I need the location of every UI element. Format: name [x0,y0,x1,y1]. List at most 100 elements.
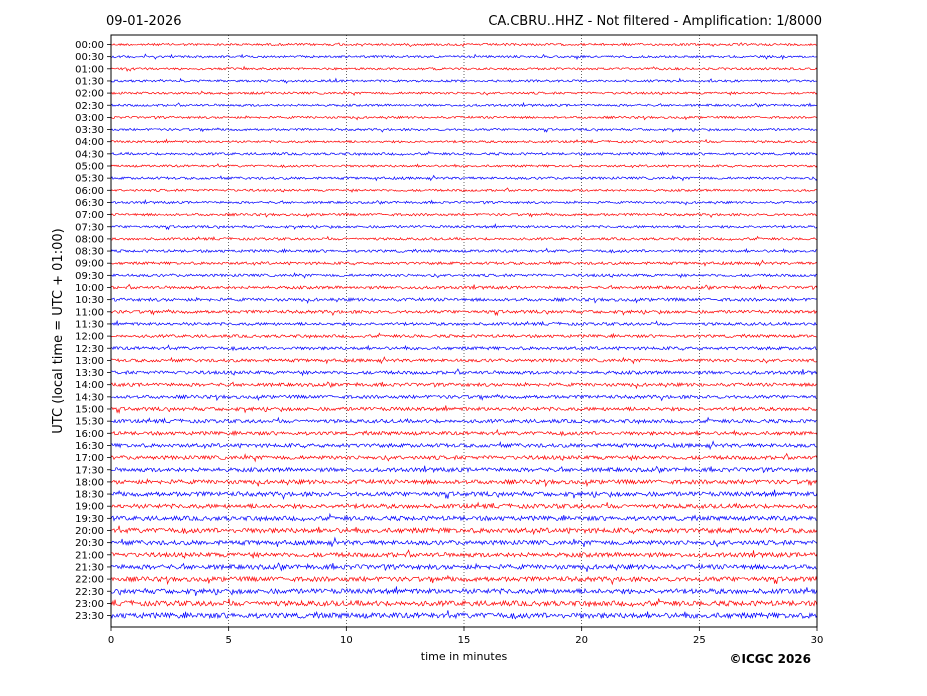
trace-row [110,368,818,377]
trace-row [110,163,818,169]
x-tick-label: 20 [575,635,588,646]
y-tick-label: 07:00 [75,210,104,221]
trace-row [110,501,818,510]
trace-row [110,319,818,327]
seismic-traces [110,42,818,620]
trace-row [110,428,818,437]
y-tick-label: 17:00 [75,453,104,464]
vertical-gridlines [228,35,700,627]
y-tick-label: 20:00 [75,526,104,537]
trace-row [110,296,818,304]
trace-row [110,512,818,522]
trace-row [110,332,818,339]
x-tick-label: 10 [340,635,353,646]
y-tick-label: 19:00 [75,502,104,513]
y-axis-label: UTC (local time = UTC + 01:00) [51,228,66,433]
y-tick-label: 21:00 [75,550,104,561]
trace-row [110,465,818,474]
y-tick-label: 16:30 [75,441,104,452]
trace-row [110,549,818,559]
y-tick-label: 14:30 [75,392,104,403]
x-tick-label: 0 [108,635,114,646]
x-axis-label: time in minutes [421,650,508,663]
y-tick-label: 03:30 [75,125,104,136]
y-tick-label: 06:30 [75,198,104,209]
plot-area [110,34,818,628]
trace-row [110,150,818,157]
y-tick-label: 12:00 [75,332,104,343]
y-tick-label: 03:00 [75,113,104,124]
y-tick-label: 10:30 [75,295,104,306]
trace-row [110,283,818,291]
y-tick-label: 02:30 [75,101,104,112]
y-tick-label: 12:30 [75,344,104,355]
trace-row [110,536,818,548]
trace-row [110,65,818,72]
y-tick-label: 00:30 [75,52,104,63]
plot-frame [110,34,818,628]
y-tick-label: 05:30 [75,174,104,185]
y-tick-label: 23:30 [75,611,104,622]
trace-row [110,525,818,536]
station-title: CA.CBRU..HHZ - Not filtered - Amplificat… [488,14,822,29]
trace-row [110,198,818,206]
x-tick-label: 25 [693,635,706,646]
trace-row [110,586,818,596]
y-tick-label: 09:00 [75,259,104,270]
trace-row [110,77,818,84]
y-tick-label: 22:30 [75,587,104,598]
x-tick-label: 15 [458,635,471,646]
trace-row [110,235,818,242]
y-tick-label: 11:00 [75,307,104,318]
y-tick-label: 16:00 [75,429,104,440]
trace-row [110,356,818,365]
y-tick-label: 04:30 [75,149,104,160]
y-tick-label: 01:30 [75,76,104,87]
y-tick-label: 08:30 [75,247,104,258]
trace-row [110,127,818,133]
trace-row [110,452,818,463]
y-tick-label: 15:00 [75,405,104,416]
trace-row [110,598,818,608]
y-tick-label: 14:00 [75,380,104,391]
y-tick-label: 19:30 [75,514,104,525]
y-tick-label: 20:30 [75,538,104,549]
trace-row [110,223,818,231]
trace-row [110,308,818,317]
y-tick-label: 08:00 [75,234,104,245]
trace-row [110,574,818,586]
y-tick-label: 10:00 [75,283,104,294]
trace-row [110,138,818,144]
y-tick-label: 01:00 [75,64,104,75]
x-axis-ticks: 0 5 10 15 20 25 30 [108,627,824,646]
y-tick-label: 00:00 [75,40,104,51]
trace-row [110,174,818,182]
trace-row [110,53,818,61]
y-tick-label: 13:00 [75,356,104,367]
trace-row [110,405,818,415]
trace-row [110,101,818,108]
trace-row [110,381,818,390]
y-tick-label: 22:00 [75,575,104,586]
trace-row [110,115,818,121]
trace-row [110,393,818,402]
copyright-label: ©ICGC 2026 [729,652,811,666]
y-tick-label: 06:00 [75,186,104,197]
x-tick-label: 5 [225,635,231,646]
trace-row [110,477,818,488]
trace-row [110,42,817,48]
y-tick-label: 13:30 [75,368,104,379]
trace-row [110,440,818,451]
y-tick-label: 05:00 [75,162,104,173]
y-tick-label: 21:30 [75,562,104,573]
trace-row [110,212,818,218]
y-tick-label: 07:30 [75,222,104,233]
x-tick-label: 30 [811,635,824,646]
trace-row [110,344,818,352]
y-tick-label: 04:00 [75,137,104,148]
y-tick-label: 18:00 [75,477,104,488]
trace-row [110,489,818,501]
trace-row [110,259,818,267]
